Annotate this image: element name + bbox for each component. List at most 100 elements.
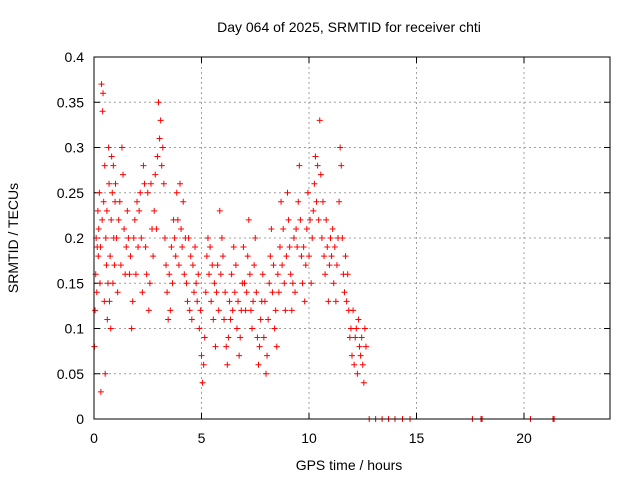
data-point: [103, 207, 110, 214]
data-point: [116, 198, 123, 205]
data-point: [164, 289, 171, 296]
data-point: [278, 198, 285, 205]
data-point: [223, 343, 230, 350]
data-point: [303, 225, 310, 232]
y-tick-label: 0: [76, 411, 84, 427]
data-point: [232, 262, 239, 269]
data-point: [252, 235, 259, 241]
data-point: [289, 280, 296, 287]
data-point: [217, 271, 224, 278]
data-point: [137, 189, 144, 196]
data-point: [246, 271, 253, 278]
data-point: [111, 262, 118, 269]
data-point: [292, 289, 299, 296]
data-point: [332, 298, 339, 305]
data-point: [215, 307, 222, 314]
data-point: [224, 361, 231, 368]
data-point: [302, 262, 309, 269]
data-point: [342, 253, 349, 260]
data-point: [314, 162, 321, 169]
data-point: [228, 271, 235, 278]
data-point: [226, 298, 233, 305]
data-point: [339, 235, 346, 241]
data-point: [92, 307, 99, 314]
data-point: [123, 244, 130, 251]
data-point: [221, 316, 228, 323]
data-point: [187, 253, 194, 260]
data-point: [209, 262, 216, 269]
data-point: [160, 180, 167, 187]
data-point: [124, 207, 131, 214]
data-point: [216, 207, 223, 214]
data-point: [186, 307, 193, 314]
data-point: [121, 225, 128, 232]
data-point: [337, 144, 344, 151]
data-point: [127, 253, 134, 260]
data-point: [145, 307, 152, 314]
data-point: [244, 253, 251, 260]
data-point: [357, 352, 364, 359]
data-point: [284, 189, 291, 196]
data-point: [150, 253, 157, 260]
data-point: [179, 244, 186, 251]
data-point: [318, 235, 325, 241]
x-tick-label: 0: [90, 430, 98, 446]
data-point: [197, 307, 204, 314]
data-point: [333, 262, 340, 269]
data-point: [356, 343, 363, 350]
data-point: [203, 253, 210, 260]
data-point: [256, 343, 263, 350]
data-point: [102, 235, 109, 241]
data-point: [165, 316, 172, 323]
data-point: [328, 253, 335, 260]
data-point: [358, 334, 365, 341]
data-point: [100, 198, 107, 205]
data-point: [189, 262, 196, 269]
data-point: [201, 334, 208, 341]
data-point: [147, 180, 154, 187]
data-point: [322, 271, 329, 278]
data-point: [131, 216, 138, 223]
data-point: [285, 216, 292, 223]
data-point: [153, 225, 160, 232]
data-point: [193, 280, 200, 287]
data-point: [204, 235, 211, 241]
data-point: [98, 81, 105, 88]
data-point: [254, 334, 261, 341]
data-point: [174, 216, 181, 223]
data-point: [235, 298, 242, 305]
data-point: [316, 117, 323, 124]
data-point: [109, 189, 116, 196]
data-point: [229, 307, 236, 314]
y-tick-label: 0.4: [65, 49, 85, 65]
data-point: [230, 244, 237, 251]
data-point: [192, 244, 199, 251]
data-point: [294, 244, 301, 251]
data-point: [344, 271, 351, 278]
data-point: [269, 289, 276, 296]
data-point: [253, 289, 260, 296]
y-tick-label: 0.15: [57, 275, 84, 291]
data-point: [268, 225, 275, 232]
data-point: [287, 271, 294, 278]
data-point: [95, 253, 102, 260]
data-point: [304, 189, 311, 196]
data-point: [265, 316, 272, 323]
data-point: [250, 298, 257, 305]
data-point: [240, 244, 247, 251]
x-tick-label: 10: [301, 430, 317, 446]
data-point: [329, 225, 336, 232]
data-point: [184, 298, 191, 305]
data-point: [237, 334, 244, 341]
data-point: [273, 343, 280, 350]
data-point: [259, 271, 266, 278]
data-point: [338, 162, 345, 169]
data-point: [141, 180, 148, 187]
data-point: [279, 262, 286, 269]
data-point: [113, 235, 120, 241]
data-point: [323, 216, 330, 223]
data-point: [188, 316, 195, 323]
data-point: [99, 216, 106, 223]
data-point: [118, 144, 125, 151]
data-point: [171, 235, 178, 241]
